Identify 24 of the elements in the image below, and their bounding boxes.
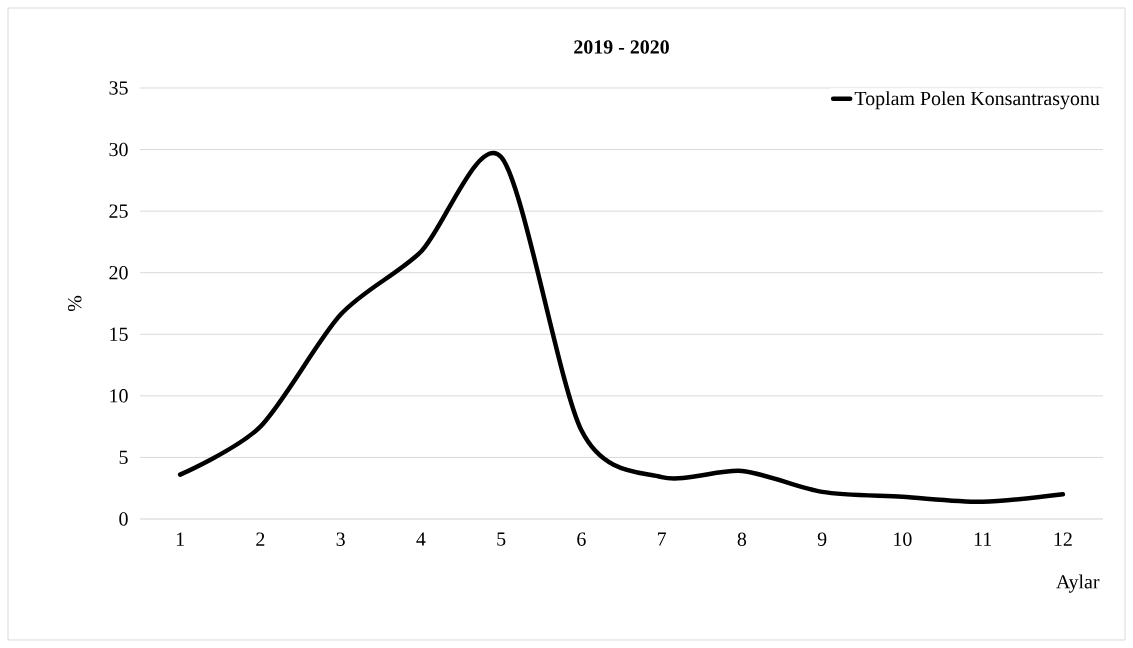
chart-title: 2019 - 2020: [574, 40, 669, 54]
x-tick-label: 5: [497, 532, 506, 546]
y-tick-label: 25: [109, 204, 128, 218]
x-tick-label: 12: [1054, 532, 1072, 546]
y-tick-label: 5: [119, 450, 128, 465]
y-axis-title: %: [67, 295, 82, 312]
y-tick-label: 20: [109, 265, 128, 280]
y-tick-label: 0: [119, 512, 128, 526]
y-tick-label: 35: [109, 81, 128, 95]
x-tick-label: 4: [416, 532, 426, 546]
x-tick-label: 7: [657, 532, 667, 546]
legend-label: Toplam Polen Konsantrasyonu: [854, 91, 1100, 110]
x-tick-label: 8: [737, 532, 747, 546]
x-tick-label: 10: [894, 532, 912, 546]
y-tick-label: 10: [110, 389, 128, 403]
y-tick-label: 15: [110, 327, 128, 341]
x-tick-label: 11: [974, 532, 992, 546]
x-tick-label: 6: [577, 532, 586, 546]
x-axis-title: Aylar: [1056, 574, 1100, 593]
y-tick-label: 30: [109, 142, 128, 157]
x-tick-label: 9: [817, 532, 827, 546]
x-tick-label: 3: [336, 532, 345, 546]
x-tick-label: 1: [176, 532, 184, 546]
x-tick-label: 2: [256, 532, 265, 546]
